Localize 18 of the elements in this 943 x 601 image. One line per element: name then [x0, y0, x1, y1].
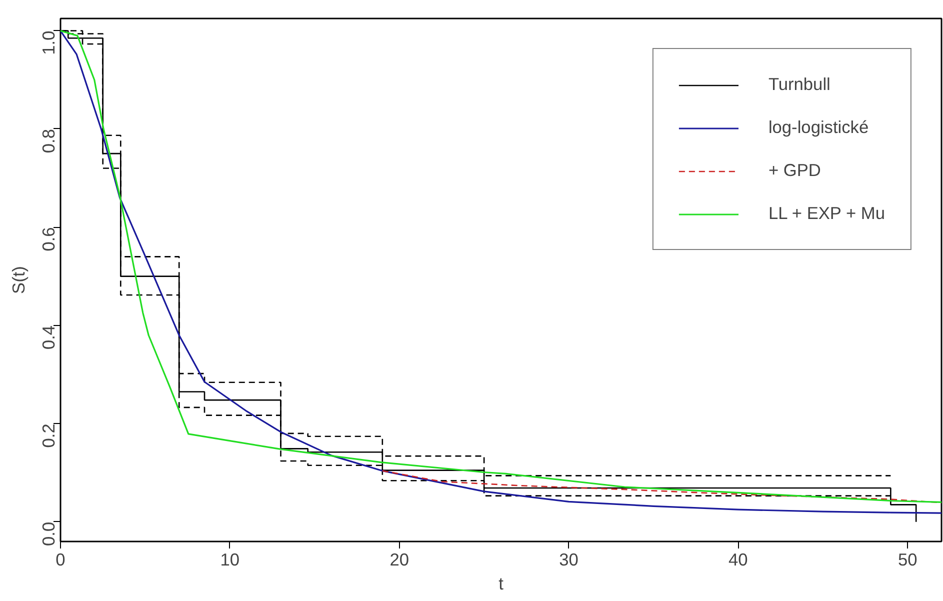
y-tick-label: 0.4	[38, 325, 58, 350]
y-axis-title: S(t)	[8, 266, 28, 294]
y-tick-label: 1.0	[38, 30, 58, 55]
x-tick-label: 40	[728, 550, 748, 570]
y-tick-label: 0.0	[38, 522, 58, 546]
x-tick-label: 30	[559, 550, 578, 570]
y-tick-label: 0.2	[38, 424, 58, 448]
legend-label: LL + EXP + Mu	[768, 203, 885, 224]
x-axis-title: t	[498, 574, 504, 594]
y-tick-label: 0.6	[38, 227, 58, 252]
legend-label: + GPD	[768, 160, 821, 181]
y-tick-label: 0.8	[38, 128, 58, 154]
legend-label: Turnbull	[768, 74, 830, 95]
x-tick-label: 20	[390, 550, 409, 570]
legend-label: log-logistické	[768, 117, 869, 138]
x-tick-label: 10	[220, 550, 240, 570]
x-tick-label: 0	[56, 550, 66, 570]
x-tick-label: 50	[898, 550, 918, 570]
